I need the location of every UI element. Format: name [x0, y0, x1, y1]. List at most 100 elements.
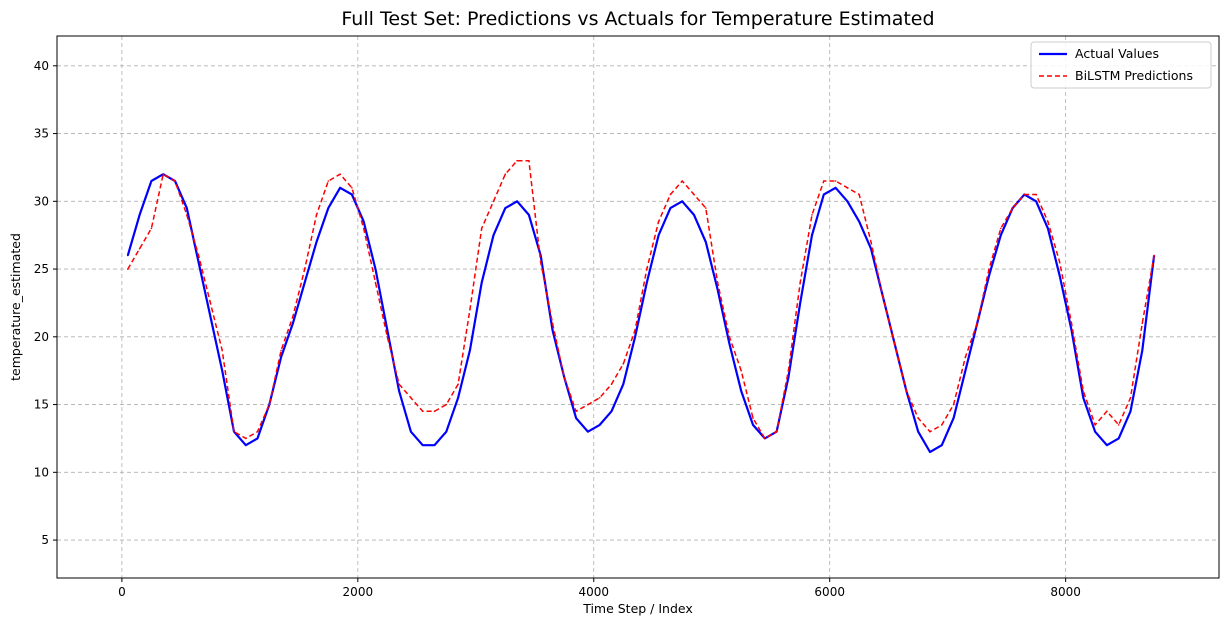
series-1-point	[1058, 275, 1061, 277]
series-2-point	[292, 315, 294, 318]
series-2-point	[716, 281, 719, 284]
series-2-point	[728, 336, 731, 338]
series-2-point	[905, 390, 908, 392]
series-1-point	[693, 214, 695, 216]
series-1-point	[799, 302, 801, 304]
series-1-point	[787, 376, 790, 379]
series-layer	[126, 159, 1156, 454]
series-1-point	[846, 200, 849, 203]
series-2-point	[256, 430, 259, 433]
series-1-point	[705, 241, 707, 243]
y-tick-label: 25	[34, 262, 49, 276]
series-2-point	[528, 159, 530, 162]
series-1-point	[1117, 437, 1120, 440]
y-tick-label: 40	[34, 59, 49, 73]
series-1-point	[339, 187, 341, 189]
series-2-point	[492, 200, 495, 203]
series-1-point	[929, 451, 931, 453]
series-1-point	[209, 315, 212, 318]
series-1-point	[245, 444, 247, 447]
series-2-point	[1106, 410, 1108, 413]
y-tick-label: 30	[34, 194, 49, 208]
series-1-point	[870, 247, 872, 250]
y-tick-label: 10	[34, 465, 49, 479]
series-1-point	[386, 329, 389, 331]
series-2-point	[1070, 322, 1073, 325]
series-2-point	[646, 268, 648, 270]
x-tick-label: 4000	[578, 585, 609, 599]
series-2-point	[846, 187, 849, 189]
series-2-point	[598, 397, 601, 399]
chart-title: Full Test Set: Predictions vs Actuals fo…	[341, 8, 934, 30]
y-tick-label: 20	[34, 330, 49, 344]
series-1-point	[811, 234, 813, 236]
series-2-point	[351, 187, 353, 189]
series-1-point	[964, 369, 967, 372]
series-2-point	[315, 214, 318, 216]
series-2-point	[1129, 397, 1132, 399]
series-2-point	[823, 180, 825, 182]
series-2-point	[197, 254, 200, 257]
series-2-point	[421, 410, 424, 413]
series-2-point	[634, 329, 636, 331]
legend-box	[1030, 41, 1212, 89]
series-2-point	[563, 376, 566, 379]
series-1-point	[421, 444, 424, 447]
series-1-point	[646, 281, 648, 284]
series-1-point	[410, 430, 412, 433]
series-1-point	[1000, 234, 1002, 236]
series-2-point	[457, 383, 459, 386]
series-1-point	[445, 430, 448, 433]
series-1-point	[1094, 430, 1096, 433]
series-2-point	[516, 159, 518, 162]
series-1-point	[292, 322, 294, 325]
series-2-point	[1153, 254, 1155, 257]
legend-label-2: BiLSTM Predictions	[1075, 68, 1193, 83]
series-2-point	[575, 410, 577, 413]
series-2-point	[174, 180, 176, 182]
y-tick-label: 35	[34, 127, 49, 141]
x-tick-label: 0	[118, 585, 126, 599]
series-2-point	[551, 322, 554, 325]
series-1-point	[823, 193, 825, 196]
series-2-point	[445, 403, 448, 406]
series-2-point	[764, 437, 766, 440]
x-axis-label: Time Step / Index	[582, 601, 693, 616]
series-2-point	[433, 410, 436, 413]
series-1-point	[716, 288, 719, 291]
series-2-point	[504, 173, 507, 175]
series-line-2	[127, 159, 1155, 440]
series-2-point	[480, 227, 483, 230]
series-1-point	[681, 200, 683, 203]
series-1-point	[917, 430, 919, 433]
x-axis: 0 2000 4000 6000 8000	[118, 578, 1081, 599]
series-1-point	[528, 214, 530, 216]
series-2-point	[398, 383, 400, 386]
series-2-point	[917, 417, 919, 419]
series-1-point	[327, 207, 330, 209]
series-1-point	[138, 214, 141, 216]
series-1-point	[1082, 397, 1085, 399]
series-2-point	[362, 227, 365, 230]
series-1-point	[1047, 227, 1049, 230]
series-line-1	[126, 173, 1156, 454]
series-1-point	[752, 424, 754, 426]
series-2-point	[280, 349, 282, 352]
series-1-point	[728, 342, 731, 345]
series-1-point	[504, 207, 507, 209]
series-2-point	[138, 247, 141, 250]
grid	[57, 36, 1219, 578]
series-2-point	[669, 193, 672, 196]
series-2-point	[1082, 390, 1085, 392]
series-2-point	[976, 322, 978, 325]
y-tick-label: 15	[34, 398, 49, 412]
series-2-point	[834, 180, 837, 182]
series-1-point	[256, 437, 259, 440]
y-axis: 5 10 15 20 25 30 35 40	[34, 59, 57, 547]
series-2-point	[268, 403, 271, 406]
series-2-point	[539, 261, 542, 264]
series-2-point	[1058, 261, 1061, 264]
series-1-point	[669, 207, 672, 209]
series-1-point	[362, 220, 365, 223]
